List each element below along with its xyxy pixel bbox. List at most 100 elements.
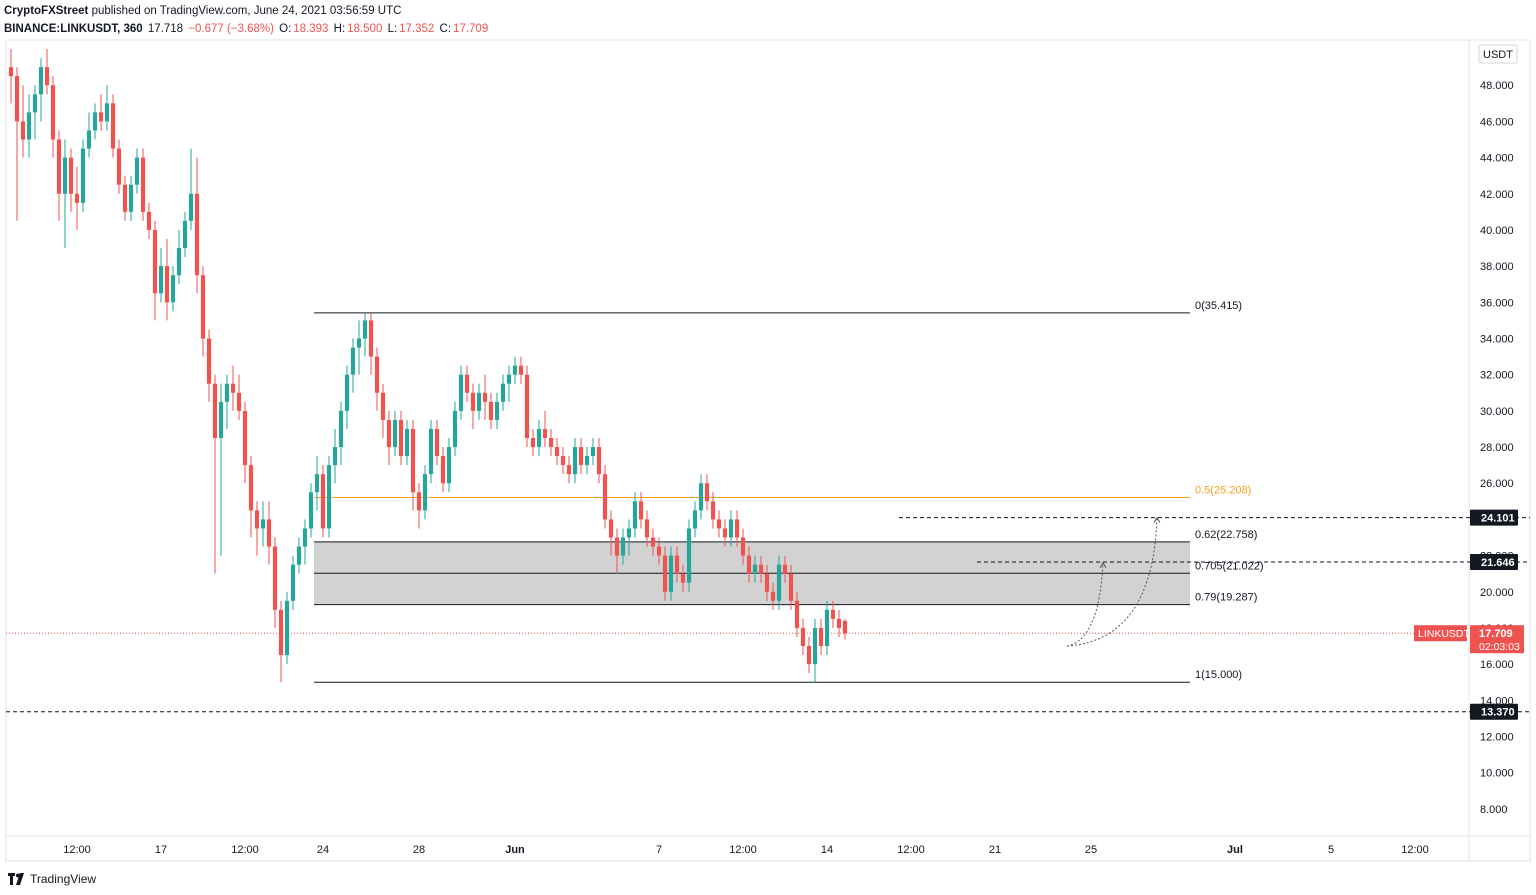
candle-down[interactable] bbox=[416, 483, 422, 529]
candle-down[interactable] bbox=[266, 501, 272, 565]
candle-down[interactable] bbox=[650, 528, 656, 556]
candle-down[interactable] bbox=[470, 383, 476, 429]
candle-up[interactable] bbox=[176, 229, 182, 285]
candle-up[interactable] bbox=[692, 501, 698, 538]
candle-down[interactable] bbox=[644, 510, 650, 547]
candle-up[interactable] bbox=[812, 618, 818, 683]
candle-down[interactable] bbox=[842, 618, 848, 640]
candle-down[interactable] bbox=[818, 618, 824, 656]
candle-up[interactable] bbox=[494, 392, 500, 429]
candle-down[interactable] bbox=[146, 202, 152, 239]
candle-up[interactable] bbox=[32, 85, 38, 140]
candle-down[interactable] bbox=[524, 365, 530, 448]
candle-up[interactable] bbox=[668, 546, 674, 601]
candle-down[interactable] bbox=[440, 447, 446, 493]
candle-down[interactable] bbox=[662, 546, 668, 601]
candle-up[interactable] bbox=[572, 438, 578, 484]
candle-down[interactable] bbox=[482, 374, 488, 420]
candle-down[interactable] bbox=[56, 130, 62, 221]
candle-down[interactable] bbox=[212, 374, 218, 574]
candle-up[interactable] bbox=[128, 175, 134, 221]
candle-down[interactable] bbox=[140, 148, 146, 221]
candle-down[interactable] bbox=[320, 465, 326, 538]
candle-down[interactable] bbox=[704, 474, 710, 511]
candle-up[interactable] bbox=[632, 492, 638, 538]
candle-down[interactable] bbox=[530, 428, 536, 457]
projection-arc[interactable] bbox=[1066, 517, 1158, 647]
candle-down[interactable] bbox=[782, 555, 788, 583]
candle-up[interactable] bbox=[284, 591, 290, 665]
candle-down[interactable] bbox=[680, 564, 686, 592]
candle-up[interactable] bbox=[296, 537, 302, 574]
candle-down[interactable] bbox=[8, 49, 14, 104]
candle-up[interactable] bbox=[224, 374, 230, 429]
candle-down[interactable] bbox=[110, 94, 116, 158]
candle-down[interactable] bbox=[44, 49, 50, 95]
candle-up[interactable] bbox=[458, 365, 464, 420]
candle-up[interactable] bbox=[512, 356, 518, 384]
candle-down[interactable] bbox=[434, 419, 440, 466]
candle-up[interactable] bbox=[188, 148, 194, 230]
candle-down[interactable] bbox=[542, 410, 548, 448]
candle-up[interactable] bbox=[26, 94, 32, 158]
candle-down[interactable] bbox=[254, 501, 260, 556]
candle-up[interactable] bbox=[218, 383, 224, 556]
candle-up[interactable] bbox=[134, 148, 140, 194]
candle-down[interactable] bbox=[734, 510, 740, 547]
candle-down[interactable] bbox=[602, 465, 608, 529]
candle-down[interactable] bbox=[710, 492, 716, 529]
candle-down[interactable] bbox=[116, 139, 122, 194]
candle-down[interactable] bbox=[608, 510, 614, 556]
candle-down[interactable] bbox=[272, 537, 278, 628]
candle-down[interactable] bbox=[806, 637, 812, 674]
candle-down[interactable] bbox=[68, 148, 74, 212]
candle-up[interactable] bbox=[182, 211, 188, 258]
candle-up[interactable] bbox=[362, 313, 368, 357]
candle-down[interactable] bbox=[548, 428, 554, 457]
candle-down[interactable] bbox=[464, 365, 470, 402]
candle-down[interactable] bbox=[488, 392, 494, 429]
candle-down[interactable] bbox=[746, 546, 752, 583]
candle-down[interactable] bbox=[374, 347, 380, 411]
candle-down[interactable] bbox=[278, 600, 284, 683]
candle-down[interactable] bbox=[410, 419, 416, 511]
candle-up[interactable] bbox=[620, 528, 626, 565]
candle-down[interactable] bbox=[380, 383, 386, 438]
candle-up[interactable] bbox=[260, 501, 266, 547]
candle-down[interactable] bbox=[656, 537, 662, 565]
candle-down[interactable] bbox=[20, 85, 26, 158]
candle-down[interactable] bbox=[242, 401, 248, 484]
candle-up[interactable] bbox=[158, 248, 164, 303]
candle-up[interactable] bbox=[332, 428, 338, 484]
candle-down[interactable] bbox=[122, 175, 128, 221]
candle-down[interactable] bbox=[206, 329, 212, 402]
candle-down[interactable] bbox=[554, 438, 560, 466]
candle-down[interactable] bbox=[638, 492, 644, 529]
candle-up[interactable] bbox=[686, 519, 692, 592]
candle-up[interactable] bbox=[170, 266, 176, 312]
candle-up[interactable] bbox=[422, 465, 428, 520]
candle-down[interactable] bbox=[596, 438, 602, 484]
symbol-label[interactable]: BINANCE:LINKUSDT, 360 bbox=[4, 23, 143, 35]
tradingview-logo-icon[interactable] bbox=[8, 873, 26, 885]
candle-down[interactable] bbox=[758, 555, 764, 583]
candle-up[interactable] bbox=[476, 383, 482, 420]
candle-down[interactable] bbox=[788, 564, 794, 610]
candle-down[interactable] bbox=[722, 519, 728, 547]
candle-up[interactable] bbox=[356, 320, 362, 375]
candle-up[interactable] bbox=[104, 85, 110, 131]
candle-up[interactable] bbox=[536, 419, 542, 457]
candle-up[interactable] bbox=[302, 519, 308, 565]
candle-up[interactable] bbox=[344, 365, 350, 429]
candle-down[interactable] bbox=[830, 600, 836, 628]
candle-down[interactable] bbox=[14, 67, 20, 221]
candle-down[interactable] bbox=[98, 94, 104, 131]
candle-up[interactable] bbox=[80, 139, 86, 212]
candle-down[interactable] bbox=[248, 456, 254, 538]
candle-up[interactable] bbox=[506, 365, 512, 402]
candle-up[interactable] bbox=[338, 401, 344, 466]
candle-down[interactable] bbox=[770, 582, 776, 610]
candle-up[interactable] bbox=[452, 401, 458, 457]
candle-down[interactable] bbox=[518, 356, 524, 384]
